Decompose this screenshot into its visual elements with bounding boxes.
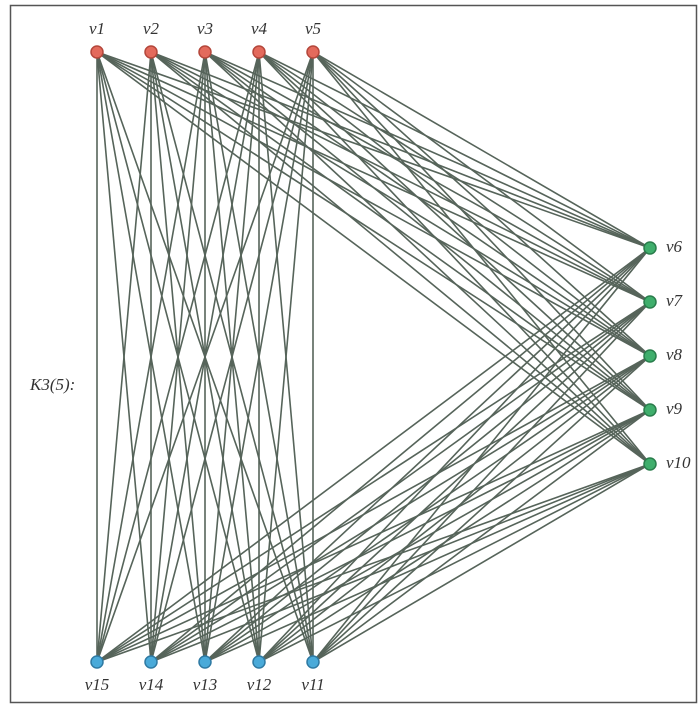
frame <box>9 4 698 704</box>
vertex <box>643 241 657 255</box>
vertex-label: v13 <box>193 675 218 694</box>
edge <box>258 51 651 357</box>
edge <box>150 51 651 303</box>
edge <box>312 51 651 411</box>
edge <box>204 51 314 663</box>
edge <box>204 51 651 249</box>
edge <box>96 355 651 663</box>
vertex <box>198 655 212 669</box>
edge <box>258 51 651 249</box>
vertex <box>90 45 104 59</box>
vertex-label: v6 <box>666 237 683 256</box>
vertex-label: v4 <box>251 19 268 38</box>
edge <box>258 51 314 663</box>
edge <box>96 409 651 663</box>
edge <box>258 409 651 663</box>
vertex-label: v5 <box>305 19 321 38</box>
edge <box>96 247 651 663</box>
edge <box>258 247 651 663</box>
edge <box>150 301 651 663</box>
vertex-label: v10 <box>666 453 691 472</box>
edge <box>96 51 651 249</box>
graph-label: K3(5): <box>29 375 75 394</box>
edge <box>204 51 651 357</box>
edge <box>96 301 651 663</box>
edge <box>204 51 651 303</box>
edge <box>96 51 651 357</box>
vertex-label: v7 <box>666 291 684 310</box>
edge <box>312 409 651 663</box>
edge <box>96 51 651 465</box>
edge <box>150 355 651 663</box>
vertex <box>306 655 320 669</box>
edge <box>150 51 651 249</box>
edge <box>150 51 651 465</box>
edge <box>150 247 651 663</box>
vertex-label: v3 <box>197 19 213 38</box>
edge <box>150 51 314 663</box>
edge <box>96 51 206 663</box>
edge <box>312 51 651 249</box>
vertex <box>252 655 266 669</box>
edge <box>312 51 651 357</box>
edge <box>204 409 651 663</box>
edge <box>258 51 651 411</box>
vertex <box>90 655 104 669</box>
vertex <box>643 349 657 363</box>
edge <box>258 301 651 663</box>
edge <box>312 51 651 303</box>
edge <box>150 51 651 357</box>
vertex <box>643 295 657 309</box>
vertex <box>306 45 320 59</box>
edge <box>150 409 651 663</box>
vertex-label: v9 <box>666 399 683 418</box>
vertex-label: v8 <box>666 345 683 364</box>
edge <box>204 463 651 663</box>
edges <box>96 51 651 663</box>
vertex <box>643 457 657 471</box>
edge <box>312 301 651 663</box>
edge <box>204 247 651 663</box>
edge <box>204 51 651 465</box>
edge <box>96 51 260 663</box>
vertex <box>252 45 266 59</box>
edge <box>312 355 651 663</box>
vertex <box>144 45 158 59</box>
vertex-label: v1 <box>89 19 105 38</box>
vertex-label: v11 <box>301 675 324 694</box>
edge <box>258 51 651 303</box>
edge <box>96 51 651 303</box>
edge <box>312 247 651 663</box>
edge <box>96 463 651 663</box>
vertex-label: v14 <box>139 675 164 694</box>
vertex-label: v15 <box>85 675 110 694</box>
edge <box>96 51 152 663</box>
vertex-label: v2 <box>143 19 160 38</box>
edge <box>96 51 314 663</box>
vertex <box>144 655 158 669</box>
edge <box>312 463 651 663</box>
edge <box>204 301 651 663</box>
vertex-label: v12 <box>247 675 272 694</box>
edge <box>258 463 651 663</box>
vertex <box>643 403 657 417</box>
vertex <box>198 45 212 59</box>
nodes: v1 v2 v3 v4 v5 v6 v7 v8 v9 v10 v11 v12 v13 v14 v15 <box>85 19 691 694</box>
edge <box>150 463 651 663</box>
